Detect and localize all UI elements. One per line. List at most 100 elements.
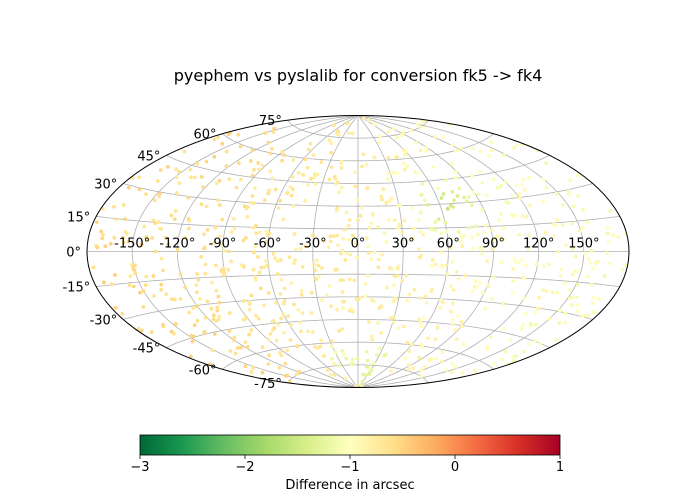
data-point xyxy=(283,361,288,366)
data-point xyxy=(251,365,255,370)
data-point xyxy=(365,273,370,278)
data-point xyxy=(281,217,286,222)
data-point xyxy=(424,145,429,150)
data-point xyxy=(227,329,232,333)
data-point xyxy=(573,254,578,259)
data-point xyxy=(470,146,475,151)
data-point xyxy=(251,201,256,206)
longitude-tick-label: -30° xyxy=(299,237,327,252)
data-point xyxy=(508,337,513,342)
data-point xyxy=(470,235,475,240)
latitude-tick-label: 45° xyxy=(137,149,160,164)
data-point xyxy=(248,159,253,163)
data-point xyxy=(440,359,445,364)
data-point xyxy=(291,261,296,266)
latitude-tick-labels: -75° -60° -45° -30° -15° 0° 15° 30° 45° 60° 75° xyxy=(62,114,281,392)
data-point xyxy=(541,177,546,182)
data-point xyxy=(296,307,301,312)
data-point xyxy=(371,361,376,366)
data-point xyxy=(220,217,225,222)
data-point xyxy=(340,289,345,294)
data-point xyxy=(211,313,216,318)
data-point xyxy=(159,287,164,292)
data-point xyxy=(243,364,248,369)
data-point xyxy=(449,309,453,314)
data-point xyxy=(341,306,345,311)
data-point xyxy=(210,280,214,285)
data-point xyxy=(407,292,412,297)
data-point xyxy=(438,305,443,310)
data-point xyxy=(319,338,324,343)
data-point xyxy=(332,174,337,179)
data-point xyxy=(199,254,204,259)
data-point xyxy=(471,190,476,195)
data-point xyxy=(452,198,456,203)
data-point xyxy=(242,204,247,209)
data-point xyxy=(294,372,299,377)
data-point xyxy=(174,322,178,326)
data-point xyxy=(581,225,585,230)
data-point xyxy=(227,311,232,315)
data-point xyxy=(204,315,208,320)
data-point xyxy=(233,351,238,356)
data-point xyxy=(158,168,163,173)
data-point xyxy=(196,278,201,282)
data-point xyxy=(342,299,346,304)
data-point xyxy=(483,306,488,311)
data-point xyxy=(209,306,214,311)
data-point xyxy=(103,244,108,249)
data-point xyxy=(417,355,422,360)
data-point xyxy=(229,230,234,235)
data-point xyxy=(385,177,390,181)
data-point xyxy=(392,283,396,287)
data-point xyxy=(482,230,487,235)
data-point xyxy=(480,247,485,252)
data-point xyxy=(523,263,528,268)
latitude-tick-label: 60° xyxy=(193,128,216,143)
latitude-tick-label: -15° xyxy=(62,281,90,296)
data-point xyxy=(563,311,568,316)
data-point xyxy=(430,264,434,269)
data-point xyxy=(335,206,340,211)
data-point xyxy=(440,350,445,354)
data-point xyxy=(229,259,234,264)
data-point xyxy=(366,319,371,324)
data-point xyxy=(351,309,355,314)
data-point xyxy=(571,204,576,209)
data-point xyxy=(474,224,479,229)
data-point xyxy=(552,222,556,227)
data-point xyxy=(330,339,334,344)
data-point xyxy=(407,349,412,354)
latitude-tick-label: -30° xyxy=(90,314,118,329)
data-point xyxy=(382,231,387,236)
data-point xyxy=(333,267,338,272)
data-point xyxy=(329,344,334,349)
data-point xyxy=(477,169,482,174)
data-point xyxy=(222,273,226,278)
data-point xyxy=(476,192,481,197)
data-point xyxy=(456,314,460,318)
data-point xyxy=(303,198,307,203)
data-point xyxy=(450,361,455,366)
data-point xyxy=(278,258,283,262)
data-point xyxy=(319,265,324,270)
data-point xyxy=(491,275,496,280)
data-point xyxy=(279,353,284,358)
data-point xyxy=(137,175,142,180)
data-points xyxy=(91,116,628,388)
data-point xyxy=(352,278,357,283)
longitude-tick-label: 120° xyxy=(523,237,554,252)
data-point xyxy=(336,243,341,248)
data-point xyxy=(426,202,431,207)
data-point xyxy=(325,368,330,373)
latitude-tick-label: 30° xyxy=(94,178,117,193)
data-point xyxy=(339,161,343,165)
data-point xyxy=(313,268,318,273)
data-point xyxy=(187,310,192,315)
data-point xyxy=(366,251,371,255)
data-point xyxy=(521,323,526,327)
data-point xyxy=(303,244,308,249)
longitude-tick-label: 60° xyxy=(437,237,460,252)
data-point xyxy=(173,209,178,213)
data-point xyxy=(417,255,422,260)
